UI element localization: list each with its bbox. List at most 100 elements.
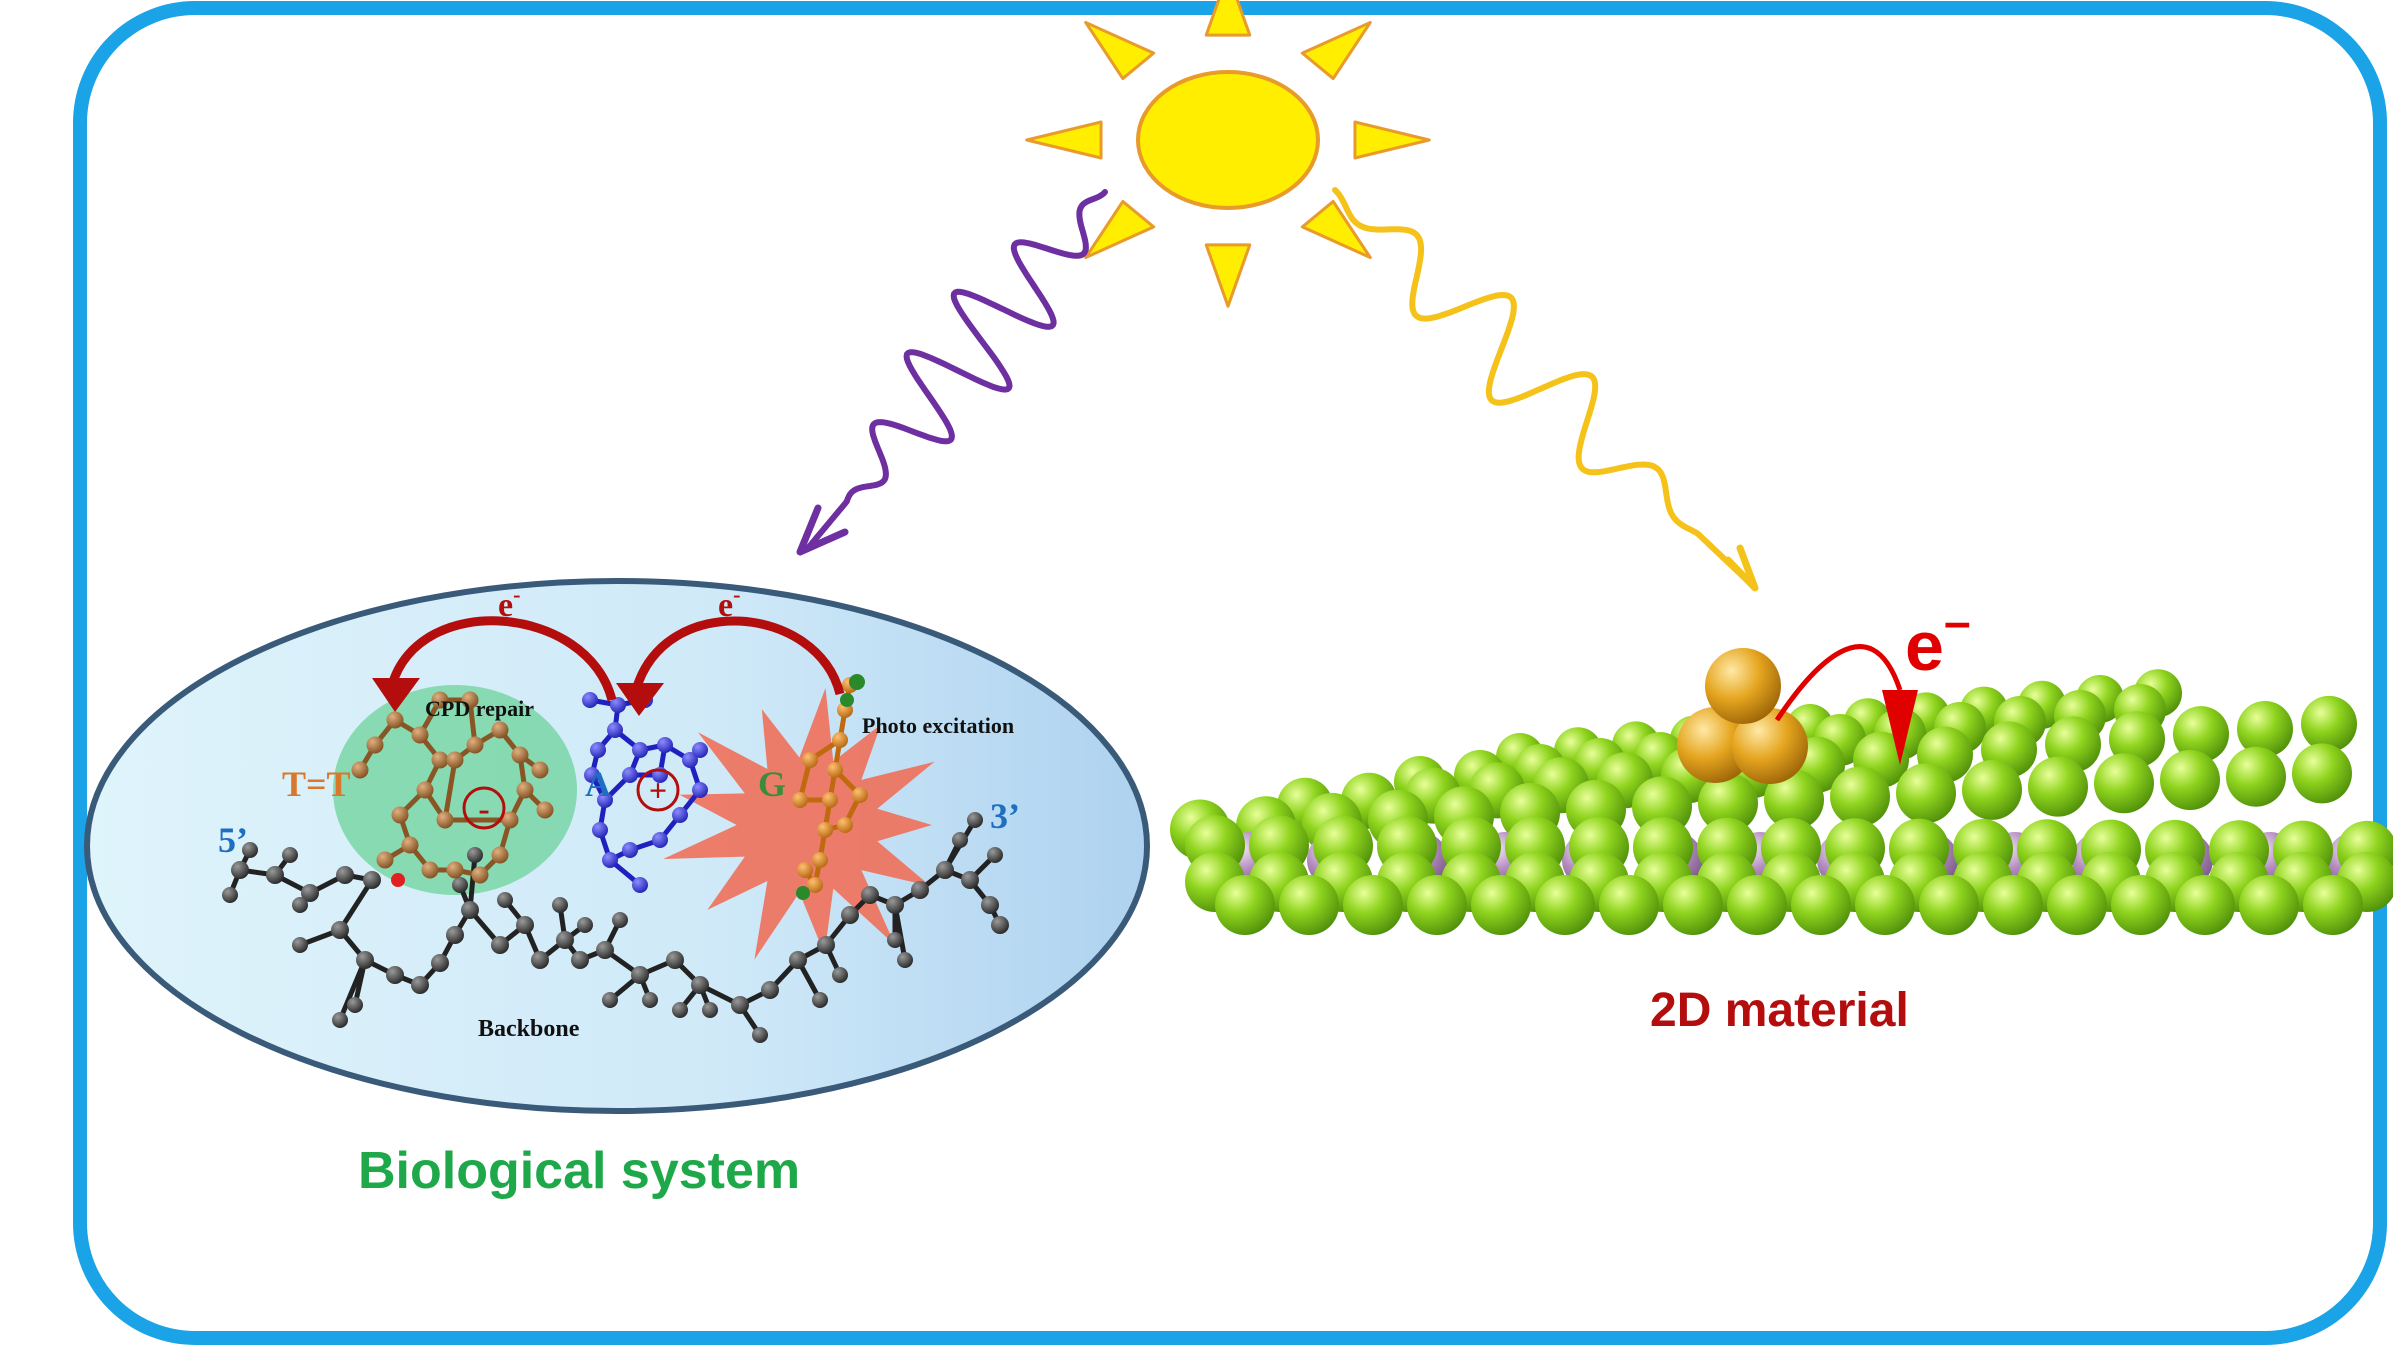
backbone-atom [981, 896, 999, 914]
material-electron-arrow [1774, 644, 1903, 722]
backbone-atom [491, 936, 509, 954]
thymine-dimer-atom [351, 761, 369, 779]
backbone-atom [301, 884, 319, 902]
sun-ray [1025, 120, 1103, 160]
electron-arrow-left-head [372, 678, 420, 712]
thymine-dimer-atom [386, 711, 404, 729]
thymine-dimer-atom [461, 691, 479, 709]
sulfur-atom [1830, 766, 1890, 827]
backbone-atom [461, 901, 479, 919]
backbone-atom [516, 916, 534, 934]
sun-icon [1025, 0, 1431, 308]
backbone-bond [467, 854, 478, 911]
guanine-atom [807, 877, 823, 893]
backbone-atom [596, 941, 614, 959]
sun-ray [1353, 120, 1431, 160]
backbone-atom [497, 892, 513, 908]
backbone-atom [571, 951, 589, 969]
sulfur-atom [1407, 875, 1467, 935]
backbone-atom [991, 916, 1009, 934]
backbone-atom [386, 966, 404, 984]
guanine-atom [827, 762, 843, 778]
material-electron-label: e– [1905, 596, 1971, 685]
green-atom [796, 886, 810, 900]
backbone-atom [446, 926, 464, 944]
sun-ray [1300, 20, 1372, 81]
sulfur-atom [2301, 695, 2357, 752]
backbone-atom [282, 847, 298, 863]
a-label: A [585, 764, 611, 804]
thymine-dimer-atom [501, 811, 519, 829]
photo-excitation-label: Photo excitation [862, 713, 1014, 738]
backbone-atom [602, 992, 618, 1008]
backbone-atom [672, 1002, 688, 1018]
guanine-atom [822, 792, 838, 808]
guanine-atom [802, 752, 818, 768]
tt-label: T=T [282, 764, 351, 804]
sulfur-atom [2028, 756, 2088, 817]
sulfur-atom [1855, 875, 1915, 935]
backbone-atom [666, 951, 684, 969]
sulfur-atom [1764, 769, 1824, 830]
backbone-atom [812, 992, 828, 1008]
backbone-atom [817, 936, 835, 954]
backbone-atom [411, 976, 429, 994]
sun-ray [1084, 20, 1156, 81]
thymine-dimer-atom [431, 751, 449, 769]
thymine-dimer-atom [471, 866, 489, 884]
thymine-dimer-atom [536, 801, 554, 819]
adenine-atom [602, 852, 618, 868]
thymine-dimer-bond [442, 759, 458, 821]
guanine-atom [832, 732, 848, 748]
backbone-atom [266, 866, 284, 884]
backbone-atom [752, 1027, 768, 1043]
thymine-dimer-atom [421, 861, 439, 879]
sulfur-atom [2160, 750, 2220, 810]
material-electron-arrow-head [1882, 690, 1918, 765]
adenine-atom [692, 782, 708, 798]
backbone-atom [886, 896, 904, 914]
electron-arrow-right [631, 616, 845, 696]
adenine-atom [607, 722, 623, 738]
sulfur-atom [1471, 875, 1531, 935]
sulfur-atom [2109, 711, 2165, 768]
sulfur-atom [1919, 875, 1979, 935]
five-prime-label: 5’ [218, 820, 248, 860]
sulfur-atom [1962, 759, 2022, 820]
adenine-atom [592, 822, 608, 838]
backbone-atom [832, 967, 848, 983]
backbone-atom [967, 812, 983, 828]
adenine-atom [610, 697, 626, 713]
electron-label-right: e- [718, 582, 740, 624]
cpd-repair-label: CPD repair [425, 696, 534, 721]
backbone-atom [887, 932, 903, 948]
gold-cluster [1677, 648, 1808, 784]
guanine-atom [837, 817, 853, 833]
adenine-atom [652, 832, 668, 848]
backbone-atom [936, 861, 954, 879]
sun-ray [1300, 199, 1372, 260]
thymine-dimer-atom [366, 736, 384, 754]
negative-charge-icon [462, 786, 506, 830]
adenine-atom [682, 752, 698, 768]
sulfur-atom [2175, 875, 2235, 935]
guanine-atom [817, 822, 833, 838]
backbone-atom [987, 847, 1003, 863]
backbone-atom [363, 871, 381, 889]
backbone-atom [612, 912, 628, 928]
adenine-atom [597, 792, 613, 808]
thymine-dimer-atom [416, 781, 434, 799]
sulfur-atom [1599, 875, 1659, 935]
backbone-bond [892, 904, 908, 961]
green-atom [840, 693, 854, 707]
sulfur-atom [2094, 753, 2154, 814]
backbone-bond [337, 959, 368, 1021]
adenine-atom [622, 767, 638, 783]
sulfur-atom [1215, 875, 1275, 935]
biological-system-ellipse [84, 578, 1150, 1114]
adenine-atom [632, 742, 648, 758]
2d-material-slab [1170, 669, 2393, 935]
guanine-atom [797, 862, 813, 878]
green-atom [849, 674, 865, 690]
